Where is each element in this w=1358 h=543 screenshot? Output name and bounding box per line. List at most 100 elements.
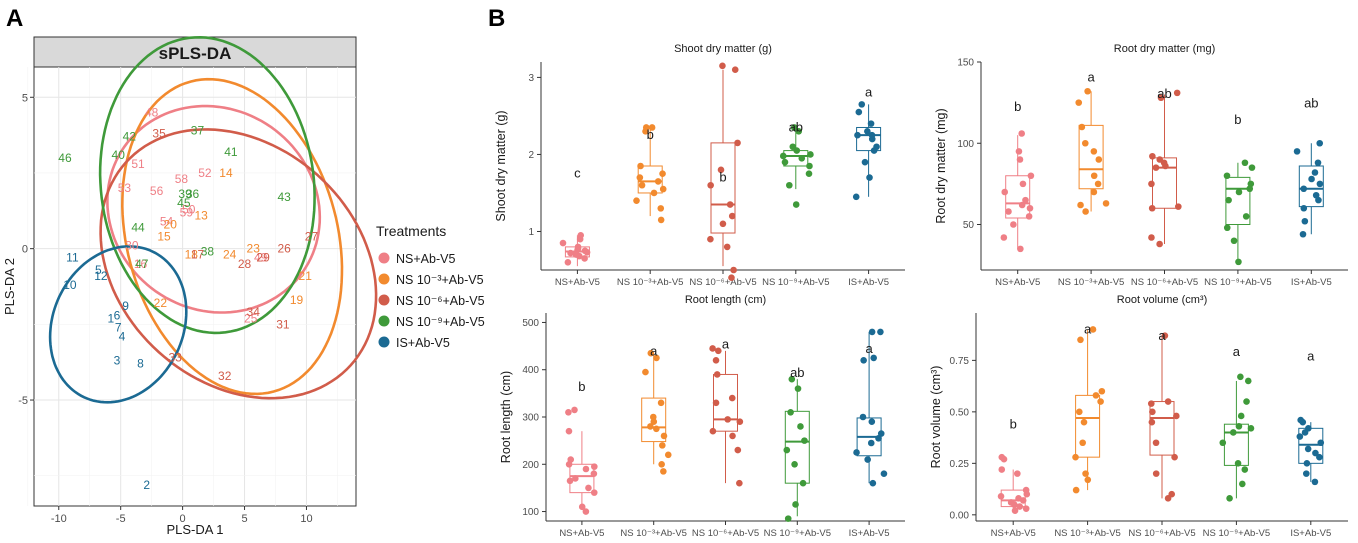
data-point — [657, 205, 665, 212]
sample-label: 19 — [290, 293, 304, 307]
significance-letter: a — [865, 341, 873, 356]
data-point — [642, 368, 649, 376]
data-point — [731, 66, 739, 74]
data-point — [1311, 478, 1319, 486]
data-point — [852, 193, 860, 201]
data-point — [1229, 429, 1237, 436]
data-point — [997, 492, 1005, 500]
data-point — [1092, 392, 1100, 399]
x-tick-label: NS 10⁻⁹+Ab-V5 — [1203, 528, 1270, 539]
data-point — [565, 427, 573, 435]
data-point — [807, 151, 814, 158]
data-point — [1149, 152, 1156, 160]
sample-label: 48 — [145, 105, 159, 119]
facet-strip-title: sPLS-DA — [159, 44, 232, 63]
y-tick-label: 1 — [528, 227, 534, 238]
sample-label: 44 — [131, 220, 145, 234]
legend-key — [378, 252, 390, 264]
box-iqr — [856, 126, 882, 152]
significance-letter: b — [647, 127, 654, 142]
data-point — [567, 249, 574, 257]
data-point — [1316, 453, 1323, 461]
data-point — [581, 255, 588, 262]
sample-label: 51 — [131, 157, 145, 171]
data-point — [806, 162, 813, 170]
sample-label: 43 — [277, 190, 291, 204]
treatments-legend: Treatments NS+Ab-V5 NS 10⁻³+Ab-V5 NS 10⁻⁶+… — [376, 223, 485, 350]
data-point — [1025, 213, 1033, 220]
data-point — [787, 408, 794, 416]
sample-label: 36 — [186, 187, 200, 201]
data-point — [1314, 159, 1322, 167]
data-point — [797, 423, 804, 430]
data-point — [657, 216, 665, 224]
significance-letter: b — [719, 169, 726, 184]
legend-key — [378, 273, 390, 285]
data-point — [1010, 221, 1017, 228]
data-point — [1080, 418, 1088, 426]
data-point — [1076, 408, 1083, 416]
data-point — [867, 439, 875, 447]
data-point — [784, 515, 792, 522]
sample-label: 53 — [118, 181, 132, 195]
x-tick-label: NS 10⁻³+Ab-V5 — [620, 528, 687, 539]
data-point — [1078, 123, 1086, 131]
data-point — [794, 385, 802, 392]
data-point — [1237, 412, 1245, 420]
y-axis-title: Root volume (cm³) — [929, 366, 943, 469]
data-point — [1297, 416, 1304, 424]
y-tick-label: -5 — [18, 395, 28, 407]
data-point — [1148, 234, 1155, 241]
data-point — [998, 453, 1006, 461]
sample-label: 59 — [180, 205, 194, 219]
data-point — [728, 212, 736, 220]
data-point — [1226, 495, 1233, 502]
data-point — [566, 477, 574, 485]
data-point — [565, 408, 572, 416]
data-point — [713, 371, 721, 378]
data-point — [1164, 398, 1172, 405]
data-point — [709, 427, 717, 435]
y-tick-label: 50 — [963, 220, 975, 231]
box-iqr — [1223, 423, 1249, 466]
data-point — [877, 328, 884, 336]
data-point — [590, 489, 598, 496]
data-point — [1148, 418, 1156, 426]
data-point — [719, 220, 727, 228]
panel-title: Root length (cm) — [685, 294, 766, 306]
box-iqr — [1075, 394, 1101, 458]
sample-label: 29 — [256, 251, 270, 265]
data-point — [734, 139, 741, 147]
data-point — [1225, 196, 1232, 204]
y-axis-title: Root dry matter (mg) — [934, 108, 948, 223]
data-point — [1293, 148, 1301, 155]
data-point — [1018, 201, 1026, 209]
data-point — [1001, 188, 1009, 196]
data-point — [1173, 412, 1180, 420]
data-point — [1244, 377, 1252, 385]
x-tick-label: NS 10⁻⁹+Ab-V5 — [762, 277, 829, 288]
sample-label: 7 — [115, 320, 122, 334]
data-point — [880, 470, 888, 478]
data-point — [1152, 439, 1160, 447]
data-point — [1316, 180, 1324, 188]
data-point — [712, 356, 720, 364]
data-point — [859, 413, 867, 421]
sample-label: 27 — [305, 230, 319, 244]
data-point — [709, 345, 716, 352]
sample-label: 12 — [94, 269, 108, 283]
x-axis-title: PLS-DA 1 — [166, 522, 223, 537]
data-point — [1308, 175, 1315, 183]
data-point — [653, 425, 660, 433]
data-point — [659, 442, 666, 449]
legend-label: NS 10⁻⁶+Ab-V5 — [396, 294, 485, 308]
data-point — [801, 437, 808, 444]
data-point — [783, 446, 791, 454]
panel-title: Root volume (cm³) — [1117, 294, 1207, 306]
panel-a-letter: A — [6, 5, 23, 32]
x-tick-label: NS 10⁻³+Ab-V5 — [1058, 277, 1125, 288]
sample-label: 26 — [277, 242, 291, 256]
y-tick-label: 100 — [522, 507, 539, 518]
panel-title: Shoot dry matter (g) — [674, 43, 772, 55]
